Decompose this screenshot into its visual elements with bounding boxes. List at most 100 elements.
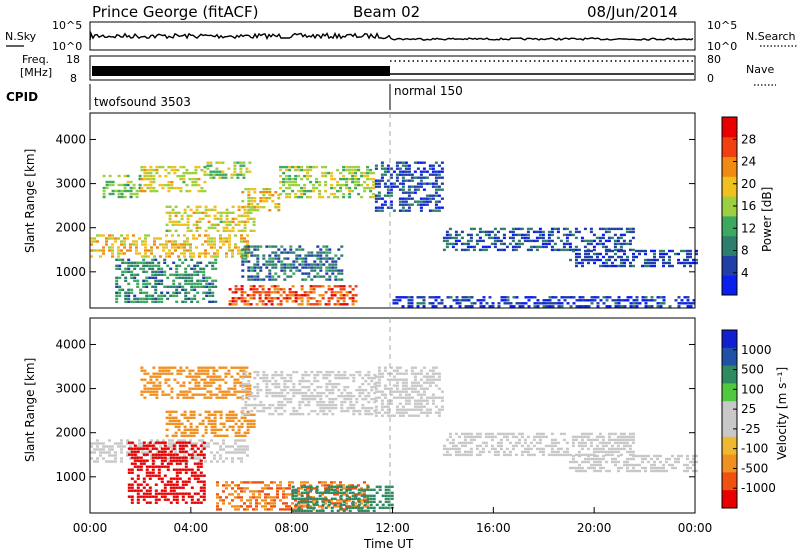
heatmap-cell <box>121 270 125 273</box>
heatmap-cell <box>354 502 357 505</box>
heatmap-cell <box>285 192 289 196</box>
heatmap-cell <box>207 416 211 419</box>
heatmap-cell <box>300 509 304 512</box>
heatmap-cell <box>219 217 223 220</box>
heatmap-cell <box>410 191 414 194</box>
heatmap-cell <box>392 209 396 212</box>
heatmap-cell <box>136 273 140 276</box>
heatmap-cell <box>392 378 396 381</box>
heatmap-cell <box>240 505 243 508</box>
heatmap-cell <box>213 413 217 416</box>
heatmap-cell <box>596 252 599 256</box>
heatmap-cell <box>244 412 248 416</box>
heatmap-cell <box>346 397 350 401</box>
heatmap-cell <box>192 255 195 258</box>
heatmap-cell <box>240 252 243 255</box>
heatmap-cell <box>351 297 355 300</box>
heatmap-cell <box>336 180 340 184</box>
heatmap-cell <box>118 291 122 294</box>
heatmap-cell <box>243 508 246 511</box>
heatmap-cell <box>535 230 539 234</box>
heatmap-cell <box>589 242 593 246</box>
heatmap-cell <box>401 176 405 179</box>
heatmap-cell <box>499 432 503 436</box>
heatmap-cell <box>151 273 155 276</box>
heatmap-cell <box>228 229 232 232</box>
heatmap-cell <box>309 285 313 288</box>
heatmap-cell <box>258 294 262 297</box>
heatmap-cell <box>532 435 536 439</box>
heatmap-cell <box>692 457 695 461</box>
heatmap-cell <box>259 266 263 269</box>
heatmap-cell <box>197 366 201 369</box>
heatmap-cell <box>265 197 269 200</box>
heatmap-cell <box>387 488 391 491</box>
heatmap-cell <box>280 263 284 266</box>
heatmap-cell <box>410 372 414 375</box>
heatmap-cell <box>111 460 114 463</box>
heatmap-cell <box>568 245 572 249</box>
heatmap-cell <box>247 269 251 272</box>
heatmap-cell <box>413 387 417 390</box>
heatmap-cell <box>123 445 126 448</box>
heatmap-cell <box>247 245 251 248</box>
heatmap-cell <box>196 462 200 465</box>
heatmap-cell <box>599 299 603 302</box>
heatmap-cell <box>454 236 458 240</box>
heatmap-cell <box>493 453 497 457</box>
heatmap-cell <box>419 197 423 200</box>
heatmap-cell <box>328 400 332 404</box>
heatmap-cell <box>446 296 450 299</box>
heatmap-cell <box>135 249 138 252</box>
heatmap-cell <box>154 489 158 492</box>
heatmap-cell <box>325 376 329 380</box>
heatmap-cell <box>662 296 666 299</box>
heatmap-cell <box>614 460 617 464</box>
heatmap-cell <box>218 387 222 390</box>
heatmap-cell <box>587 255 590 259</box>
heatmap-cell <box>186 428 190 431</box>
heatmap-cell <box>357 493 360 496</box>
heatmap-cell <box>487 233 491 237</box>
heatmap-cell <box>142 441 146 444</box>
heatmap-cell <box>538 230 542 234</box>
heatmap-cell <box>330 183 334 187</box>
heatmap-cell <box>369 488 373 491</box>
heatmap-cell <box>336 195 340 199</box>
heatmap-cell <box>228 211 232 214</box>
heatmap-cell <box>416 399 420 402</box>
heatmap-cell <box>319 397 323 401</box>
heatmap-cell <box>237 208 241 211</box>
heatmap-cell <box>108 234 111 237</box>
heatmap-cell <box>598 447 602 451</box>
heatmap-cell <box>286 275 290 278</box>
heatmap-cell <box>157 282 161 285</box>
heatmap-cell <box>641 249 644 253</box>
heatmap-cell <box>395 387 399 390</box>
heatmap-cell <box>133 264 137 267</box>
heatmap-cell <box>178 285 182 288</box>
heatmap-cell <box>211 282 215 285</box>
heatmap-cell <box>136 279 140 282</box>
heatmap-cell <box>407 194 411 197</box>
heatmap-cell <box>330 487 333 490</box>
heatmap-cell <box>680 454 683 458</box>
heatmap-cell <box>535 432 539 436</box>
heatmap-cell <box>234 217 238 220</box>
heatmap-cell <box>404 378 408 381</box>
heatmap-cell <box>247 191 251 194</box>
heatmap-cell <box>166 285 170 288</box>
heatmap-cell <box>213 419 217 422</box>
heatmap-cell <box>142 267 146 270</box>
heatmap-cell <box>283 382 287 386</box>
heatmap-cell <box>363 490 366 493</box>
heatmap-cell <box>183 208 187 211</box>
heatmap-cell <box>300 195 304 199</box>
heatmap-cell <box>577 435 581 439</box>
heatmap-cell <box>286 263 290 266</box>
heatmap-cell <box>212 378 216 381</box>
heatmap-cell <box>246 303 250 306</box>
heatmap-cell <box>653 255 656 259</box>
heatmap-cell <box>686 255 689 259</box>
heatmap-cell <box>345 497 349 500</box>
